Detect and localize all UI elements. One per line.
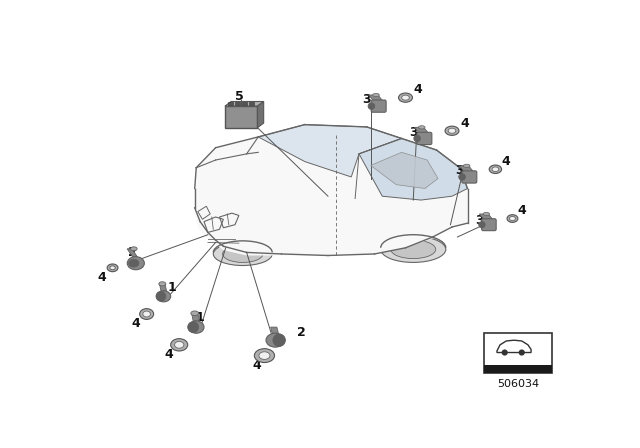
Text: 4: 4 (517, 204, 526, 217)
Ellipse shape (273, 334, 285, 346)
Text: 4: 4 (502, 155, 511, 168)
Circle shape (502, 349, 508, 356)
Ellipse shape (140, 309, 154, 319)
Ellipse shape (266, 333, 285, 347)
Bar (484, 332, 552, 373)
Ellipse shape (127, 257, 145, 270)
Ellipse shape (419, 126, 425, 129)
Ellipse shape (391, 240, 436, 258)
Polygon shape (159, 284, 166, 291)
Ellipse shape (445, 126, 459, 135)
FancyBboxPatch shape (462, 171, 477, 183)
Text: 4: 4 (252, 359, 261, 372)
Ellipse shape (110, 266, 115, 270)
Ellipse shape (479, 222, 485, 228)
FancyBboxPatch shape (417, 132, 432, 145)
Polygon shape (371, 152, 438, 189)
Ellipse shape (368, 103, 374, 109)
Text: 4: 4 (164, 348, 173, 361)
Polygon shape (369, 95, 383, 102)
Polygon shape (479, 214, 493, 220)
Ellipse shape (223, 246, 263, 263)
Ellipse shape (381, 236, 446, 263)
Text: 4: 4 (460, 116, 468, 129)
Ellipse shape (159, 282, 166, 286)
Ellipse shape (157, 291, 171, 302)
Ellipse shape (414, 135, 420, 142)
Ellipse shape (188, 322, 198, 332)
Ellipse shape (448, 128, 456, 134)
Ellipse shape (509, 216, 515, 221)
Text: 506034: 506034 (497, 379, 539, 389)
FancyBboxPatch shape (482, 219, 496, 231)
Ellipse shape (129, 259, 139, 267)
Ellipse shape (463, 164, 470, 168)
Polygon shape (127, 249, 137, 257)
Ellipse shape (492, 167, 499, 172)
Bar (235, 102, 239, 104)
Bar (242, 102, 246, 104)
Ellipse shape (175, 341, 184, 348)
Polygon shape (191, 313, 199, 321)
Ellipse shape (107, 264, 118, 271)
Bar (249, 102, 253, 104)
Polygon shape (195, 125, 467, 255)
Polygon shape (259, 125, 402, 177)
Ellipse shape (402, 95, 410, 100)
Ellipse shape (171, 339, 188, 351)
Ellipse shape (156, 292, 166, 301)
Circle shape (518, 349, 525, 356)
Ellipse shape (189, 321, 204, 333)
Ellipse shape (459, 174, 465, 180)
Text: 5: 5 (236, 90, 244, 103)
Text: 4: 4 (413, 83, 422, 96)
Text: 3: 3 (476, 214, 484, 227)
Polygon shape (257, 102, 264, 128)
Text: 1: 1 (167, 280, 176, 293)
Polygon shape (271, 327, 278, 333)
Text: 3: 3 (409, 126, 417, 139)
Polygon shape (415, 127, 429, 134)
FancyBboxPatch shape (371, 100, 386, 112)
Text: 2: 2 (296, 326, 305, 339)
Polygon shape (460, 166, 474, 172)
Ellipse shape (507, 215, 518, 222)
Text: 4: 4 (131, 317, 140, 330)
Ellipse shape (483, 212, 490, 215)
Ellipse shape (254, 349, 275, 362)
Polygon shape (359, 138, 467, 200)
Ellipse shape (143, 311, 150, 317)
Text: 3: 3 (456, 164, 464, 177)
Ellipse shape (131, 247, 137, 251)
Bar (484, 365, 552, 373)
Ellipse shape (489, 165, 502, 173)
Text: 2: 2 (129, 246, 137, 259)
Text: 3: 3 (362, 94, 371, 107)
Bar (228, 102, 233, 104)
Ellipse shape (213, 242, 272, 266)
Ellipse shape (399, 93, 412, 102)
Polygon shape (225, 102, 264, 106)
Ellipse shape (191, 311, 198, 315)
Ellipse shape (259, 352, 270, 359)
FancyBboxPatch shape (225, 106, 257, 128)
Text: 1: 1 (196, 311, 205, 324)
Text: 4: 4 (97, 271, 106, 284)
Ellipse shape (372, 93, 380, 97)
